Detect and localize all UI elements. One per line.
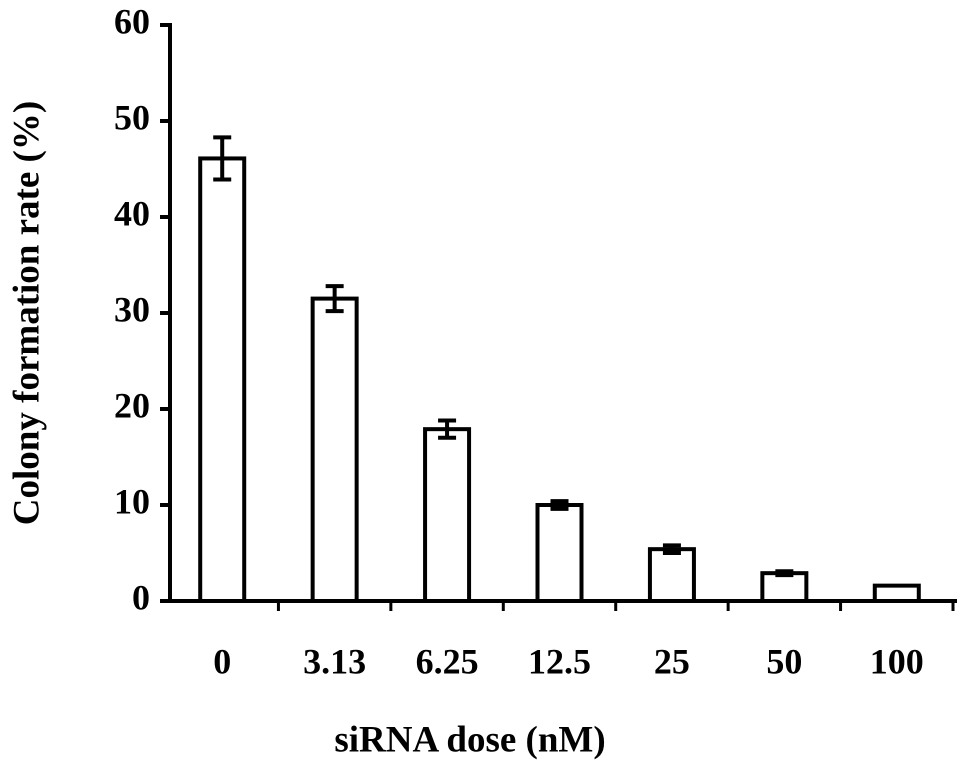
x-tick-label: 12.5 <box>528 641 591 681</box>
x-tick-label: 0 <box>213 641 231 681</box>
x-tick-label: 3.13 <box>303 641 366 681</box>
bar <box>647 547 696 603</box>
bar <box>760 571 809 603</box>
bar <box>198 156 247 603</box>
error-bar <box>325 284 344 314</box>
x-tick-label: 6.25 <box>416 641 479 681</box>
y-tick-label: 60 <box>114 1 150 41</box>
y-tick-label: 50 <box>114 97 150 137</box>
error-bar <box>550 499 569 511</box>
bar <box>535 503 584 603</box>
x-axis-title: siRNA dose (nM) <box>334 719 605 760</box>
error-bar <box>213 135 232 182</box>
y-tick-label: 40 <box>114 193 150 233</box>
x-tick-label: 100 <box>870 641 924 681</box>
error-bar <box>775 569 794 578</box>
bar <box>423 427 472 603</box>
y-tick-label: 0 <box>132 577 150 617</box>
bar <box>310 296 359 603</box>
bar <box>872 583 921 604</box>
x-tick-label: 50 <box>766 641 802 681</box>
y-tick-label: 30 <box>114 289 150 329</box>
y-tick-label: 20 <box>114 385 150 425</box>
error-bar <box>438 418 457 440</box>
y-tick-label: 10 <box>114 481 150 521</box>
x-tick-label: 25 <box>654 641 690 681</box>
error-bar <box>662 543 681 555</box>
y-axis-title: Colony formation rate (%) <box>6 101 47 525</box>
